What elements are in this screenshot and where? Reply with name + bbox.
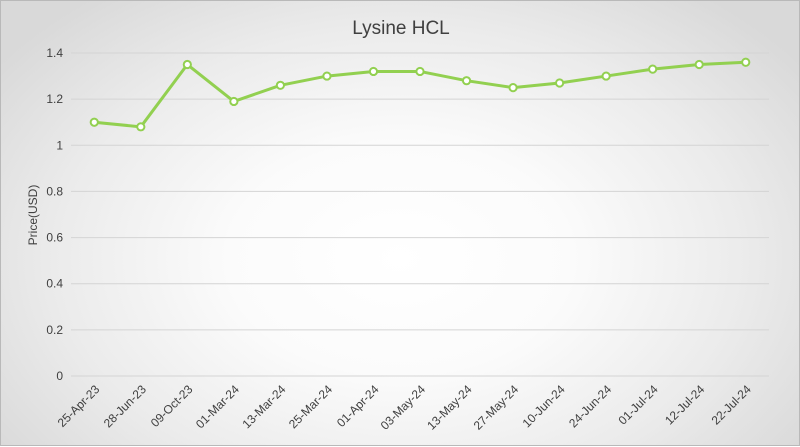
y-tick-label: 1 [56, 138, 63, 152]
y-tick-label: 0 [56, 369, 63, 383]
x-tick-label: 25-Apr-23 [55, 382, 103, 430]
data-point [89, 117, 99, 127]
x-tick-label: 24-Jun-24 [566, 382, 614, 430]
data-point [229, 96, 239, 107]
chart-title: Lysine HCL [352, 18, 450, 39]
data-point [368, 66, 379, 77]
x-tick-label: 01-Mar-24 [193, 382, 242, 431]
y-axis-label: Price(USD) [26, 185, 40, 246]
data-point [275, 80, 285, 90]
series [89, 57, 751, 132]
data-point [182, 59, 192, 70]
x-tick-label: 01-Jul-24 [616, 382, 662, 428]
data-point [741, 57, 751, 67]
data-point [136, 122, 146, 132]
y-tick-label: 0.6 [46, 231, 63, 245]
data-point [648, 64, 658, 74]
x-tick-label: 12-Jul-24 [662, 382, 708, 428]
data-point [601, 71, 611, 81]
x-tick-label: 13-Mar-24 [239, 382, 288, 431]
x-tick-label: 27-May-24 [471, 382, 522, 433]
data-point [555, 78, 565, 88]
x-tick-label: 25-Mar-24 [286, 382, 335, 431]
x-tick-label: 03-May-24 [378, 382, 429, 433]
data-point [322, 71, 332, 81]
y-tick-label: 0.2 [46, 323, 63, 337]
data-point [508, 83, 518, 93]
y-tick-label: 1.2 [46, 92, 63, 106]
x-tick-labels: 25-Apr-2328-Jun-2309-Oct-2301-Mar-2413-M… [55, 382, 754, 433]
x-tick-label: 22-Jul-24 [709, 382, 755, 428]
x-tick-label: 09-Oct-23 [148, 382, 196, 430]
x-tick-label: 10-Jun-24 [520, 382, 568, 430]
y-tick-label: 0.4 [46, 277, 63, 291]
x-tick-label: 28-Jun-23 [101, 382, 149, 430]
y-tick-labels: 0 0.2 0.4 0.6 0.8 1 1.2 1.4 [46, 46, 63, 383]
data-point [694, 59, 704, 70]
y-tick-label: 1.4 [46, 46, 63, 60]
x-tick-label: 13-May-24 [424, 382, 475, 433]
data-point [415, 66, 425, 77]
data-point [461, 76, 472, 86]
gridlines [71, 52, 769, 377]
y-tick-label: 0.8 [46, 184, 63, 198]
x-tick-label: 01-Apr-24 [334, 382, 382, 430]
